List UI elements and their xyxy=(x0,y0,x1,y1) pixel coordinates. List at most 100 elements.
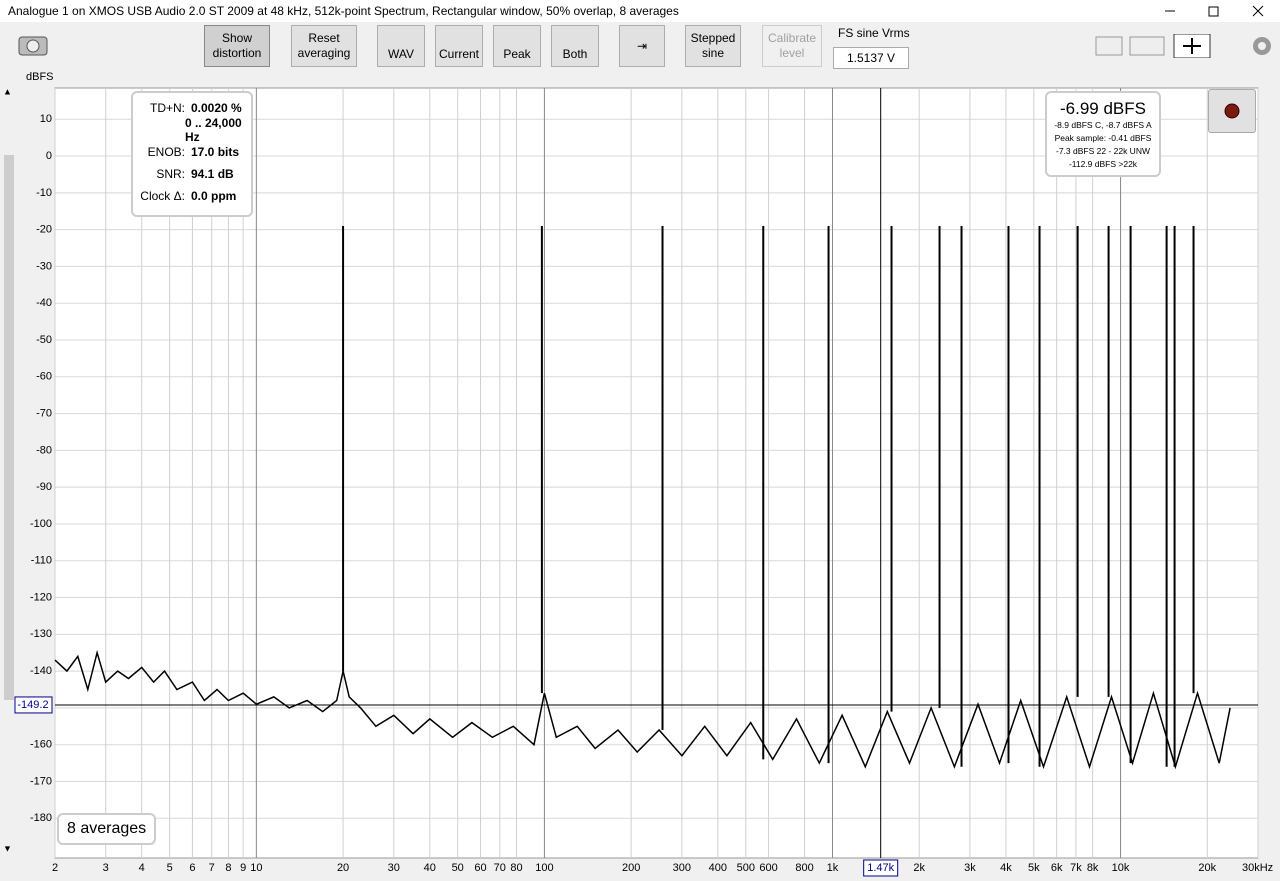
scrollbar xyxy=(4,155,14,700)
cursor-x-label: 1.47k xyxy=(867,862,894,874)
x-tick-label: 600 xyxy=(759,862,777,874)
scroll-down[interactable]: ▼ xyxy=(3,843,12,853)
level-line: -7.3 dBFS 22 - 22k UNW xyxy=(1055,146,1150,156)
x-tick-label: 7 xyxy=(209,862,215,874)
x-tick-label: 30kHz xyxy=(1242,862,1273,874)
y-tick-label: -10 xyxy=(36,187,52,199)
x-tick-label: 50 xyxy=(452,862,464,874)
button: Calibrate level xyxy=(762,25,822,67)
level-box: -6.99 dBFS -8.9 dBFS C, -8.7 dBFS A Peak … xyxy=(1045,91,1161,177)
level-lines: -8.9 dBFS C, -8.7 dBFS A Peak sample: -0.… xyxy=(1047,119,1159,171)
button[interactable]: WAV xyxy=(377,25,425,67)
x-tick-label: 60 xyxy=(474,862,486,874)
info-row: ENOB: 17.0 bits xyxy=(133,141,251,163)
x-tick-label: 5k xyxy=(1028,862,1040,874)
view-icons xyxy=(1095,34,1211,58)
x-tick-label: 40 xyxy=(424,862,436,874)
level-line: -112.9 dBFS >22k xyxy=(1068,159,1138,169)
info-box: TD+N: 0.0020 % 0 .. 24,000 Hz ENOB: 17.0 bit… xyxy=(131,91,253,217)
x-tick-label: 6 xyxy=(189,862,195,874)
x-tick-label: 2 xyxy=(52,862,58,874)
info-label: TD+N: xyxy=(149,101,185,115)
x-tick-label: 500 xyxy=(737,862,755,874)
info-label: SNR: xyxy=(156,167,185,181)
y-tick-label: -180 xyxy=(30,812,52,824)
info-row: TD+N: 0.0020 % xyxy=(133,97,251,119)
x-tick-label: 8 xyxy=(225,862,231,874)
button[interactable]: Both xyxy=(551,25,599,67)
fs-label: FS sine Vrms xyxy=(838,26,910,40)
settings-icon[interactable] xyxy=(1250,34,1274,58)
info-label: ENOB: xyxy=(147,145,185,159)
cursor-x-box xyxy=(863,859,899,877)
x-tick-label: 3k xyxy=(964,862,976,874)
button-label: Both xyxy=(562,47,588,61)
y-tick-label: -160 xyxy=(30,739,52,751)
y-tick-label: -70 xyxy=(36,407,52,419)
button[interactable]: Peak xyxy=(493,25,541,67)
level-line: -8.9 dBFS C, -8.7 dBFS A xyxy=(1054,120,1152,130)
y-tick-label: -80 xyxy=(36,444,52,456)
y-tick-label: -90 xyxy=(36,481,52,493)
y-tick-label: 10 xyxy=(40,113,52,125)
button[interactable]: Stepped sine xyxy=(685,25,741,67)
x-tick-label: 7k xyxy=(1070,862,1082,874)
plot-area xyxy=(54,87,1259,859)
cursor-y-label: -149.2 xyxy=(17,699,48,711)
camera-icon[interactable] xyxy=(17,32,57,62)
restore[interactable] xyxy=(1208,6,1219,17)
x-tick-label: 3 xyxy=(103,862,109,874)
y-tick-label: -110 xyxy=(31,555,52,567)
y-tick-label: -60 xyxy=(36,371,52,383)
info-row: Clock Δ: 0.0 ppm xyxy=(133,185,251,207)
x-tick-label: 1k xyxy=(827,862,839,874)
level-line: Peak sample: -0.41 dBFS xyxy=(1054,133,1152,143)
x-tick-label: 400 xyxy=(709,862,727,874)
title-bar: Analogue 1 on XMOS USB Audio 2.0 ST 2009… xyxy=(0,0,1280,22)
y-axis-label: dBFS xyxy=(26,71,54,83)
x-tick-label: 20k xyxy=(1198,862,1216,874)
y-tick-label: -130 xyxy=(30,628,52,640)
x-tick-label: 5 xyxy=(167,862,173,874)
x-tick-label: 4 xyxy=(139,862,145,874)
x-tick-label: 4k xyxy=(1000,862,1012,874)
level-main: -6.99 dBFS xyxy=(1060,99,1146,118)
info-value: 17.0 bits xyxy=(191,145,240,159)
scroll-up[interactable]: ▲ xyxy=(3,86,12,96)
fs-input[interactable]: 1.5137 V xyxy=(833,47,909,69)
info-value: 0.0 ppm xyxy=(191,189,237,203)
record-icon xyxy=(1224,103,1240,119)
info-value: 0 .. 24,000 Hz xyxy=(184,116,242,144)
y-tick-label: -120 xyxy=(30,591,52,603)
button[interactable]: Current xyxy=(435,25,483,67)
y-tick-label: -20 xyxy=(36,224,52,236)
y-tick-label: -170 xyxy=(30,775,52,787)
noise-trace xyxy=(54,649,1231,770)
y-tick-label: -50 xyxy=(36,334,52,346)
y-tick-label: -40 xyxy=(36,297,52,309)
info-label: Clock Δ: xyxy=(140,189,185,203)
import-button[interactable]: ⇥ xyxy=(619,25,665,67)
x-tick-label: 200 xyxy=(622,862,640,874)
info-value: 0.0020 % xyxy=(191,101,242,115)
button-label: WAV xyxy=(388,47,414,61)
x-tick-label: 30 xyxy=(388,862,400,874)
x-tick-label: 10 xyxy=(250,862,262,874)
x-tick-label: 2k xyxy=(913,862,925,874)
y-tick-label: 0 xyxy=(46,150,52,162)
y-tick-label: -140 xyxy=(30,665,52,677)
x-tick-label: 20 xyxy=(337,862,349,874)
close[interactable] xyxy=(1252,5,1264,17)
button-label: Current xyxy=(438,47,479,61)
button-label: Peak xyxy=(503,47,531,61)
y-tick-label: -30 xyxy=(36,260,52,272)
button[interactable]: Show distortion xyxy=(204,25,270,67)
x-tick-label: 9 xyxy=(240,862,246,874)
info-row: SNR: 94.1 dB xyxy=(133,163,251,185)
x-tick-label: 100 xyxy=(535,862,553,874)
x-tick-label: 300 xyxy=(673,862,691,874)
view-controls[interactable] xyxy=(1088,34,1212,58)
record-button[interactable] xyxy=(1208,89,1256,133)
button[interactable]: Reset averaging xyxy=(291,25,357,67)
